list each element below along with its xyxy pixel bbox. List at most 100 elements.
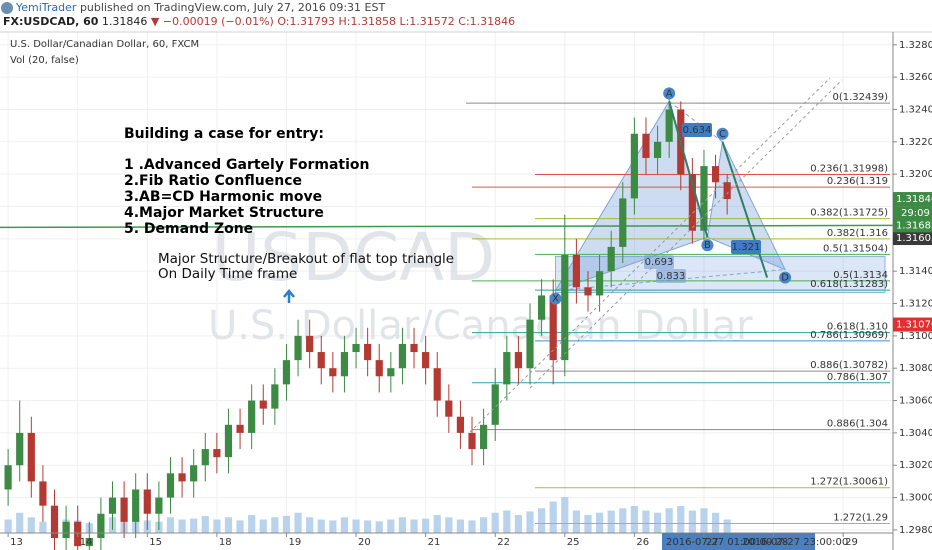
volume-bar [201,515,209,533]
volume-bar [190,518,198,533]
volume-bar [410,519,418,533]
y-tick-label: 1.32800 [899,40,932,51]
candle-body [619,198,627,247]
volume-bar [248,515,256,533]
volume-bar [433,515,441,533]
structure-line [0,224,894,229]
volume-bar [538,508,546,533]
ratio-label: 0.634 [683,125,712,136]
y-tick-label: 1.30400 [899,428,932,439]
volume-bar [445,517,453,533]
y-tick-label: 1.29800 [899,525,932,536]
candle-body [108,497,117,514]
candle-body [178,473,186,482]
volume-bar [456,519,465,533]
y-tick-label: 1.31200 [899,299,932,310]
candle-body [50,505,59,539]
author[interactable]: YemiTrader [15,1,77,14]
candle-body [700,166,708,231]
countdown: 29:09 [901,208,930,219]
y-tick-label: 1.31400 [899,266,932,277]
fib-label: 1.272(1.29 [833,512,888,523]
candle-body [39,481,47,506]
quote-line: FX:USDCAD, 60 1.31846 ▼ −0.00019 (−0.01%… [3,15,515,28]
price-tag-label: 1.31605 [896,233,932,244]
y-tick-label: 1.30600 [899,396,932,407]
y-tick-label: 1.32600 [899,72,932,83]
note-line: 4.Major Market Structure [124,205,324,221]
x-tick-label: 29 [845,537,858,548]
fib-label: 0.382(1.31725) [810,208,888,219]
volume-bar [271,517,279,533]
fib-label: 0.886(1.30782) [810,360,888,371]
candle-body [561,255,569,361]
pattern-label: C [719,129,726,140]
volume-bar [178,519,186,533]
channel-line [469,77,831,433]
candle-body [398,343,407,369]
candle-body [584,287,592,296]
fib-label: 0.5(1.3134 [833,270,888,281]
volume-bar [711,512,720,533]
volume-bar [213,519,221,533]
volume-bar [723,519,731,533]
ratio-box [644,255,674,269]
volume-bar [480,517,488,533]
pattern-point [701,239,714,252]
candle-body [375,360,383,377]
candle-body [224,424,233,458]
candle-body [665,109,673,142]
price-tag-label: 1.31683 [896,220,932,231]
x-tick-label: 19 [288,537,301,548]
candle-body [514,352,522,369]
pattern-label: A [666,88,673,99]
up-arrow [283,289,295,303]
y-tick-label: 1.30000 [899,493,932,504]
volume-bar [236,520,244,533]
fib-label: 0(1.32439) [832,92,888,103]
candle-body [711,166,720,183]
candle-body [143,489,151,514]
fib-label: 0.786(1.30969) [810,330,888,341]
y-tick-label: 1.32400 [899,104,932,115]
volume-bar [39,521,47,533]
x-tick-label: 25 [567,537,580,548]
volume-bar [653,512,662,533]
note-line: 2.Fib Ratio Confluence [124,173,302,189]
pattern-point [549,292,562,305]
volume-bar [387,519,395,533]
candle-body [572,255,580,288]
candle-body [642,133,650,158]
ratio-label: 1.321 [732,242,761,253]
candle-body [364,343,372,361]
candle-body [236,424,244,433]
ratio-box [656,269,686,283]
volume-bar [526,511,534,533]
volume-bar [514,515,522,533]
volume-bar [491,512,499,533]
volume-bar [294,512,302,533]
price-tag-label: 1.31070 [896,320,932,331]
pattern-label: B [704,240,711,251]
note-line: 3.AB=CD Harmonic move [124,189,322,205]
change: ▼ −0.00019 (−0.01%) [151,15,274,28]
fib-label: 0.236(1.31998) [810,163,888,174]
candle-body [607,246,615,272]
ab-leg [668,101,709,238]
x-tick-label: 14 [80,537,93,548]
ratio-box [731,240,761,254]
candle-body [595,271,604,296]
time-label: 2016-07-27 01:00:00 [666,537,772,548]
volume-bar [340,517,349,533]
candle-body [653,141,662,158]
structure-note: Major Structure/Breakout of flat top tri… [158,251,454,267]
volume-bar [677,506,685,533]
candle-body [62,521,70,539]
x-tick-label: 27 [706,537,719,548]
candle-body [271,384,279,409]
candle-body [445,400,453,417]
ohlc: O:1.31793 H:1.31858 L:1.31572 C:1.31846 [277,15,515,28]
candle-body [201,449,209,466]
volume-bar [595,512,604,533]
fib-label: 1.272(1.30061) [810,477,888,488]
